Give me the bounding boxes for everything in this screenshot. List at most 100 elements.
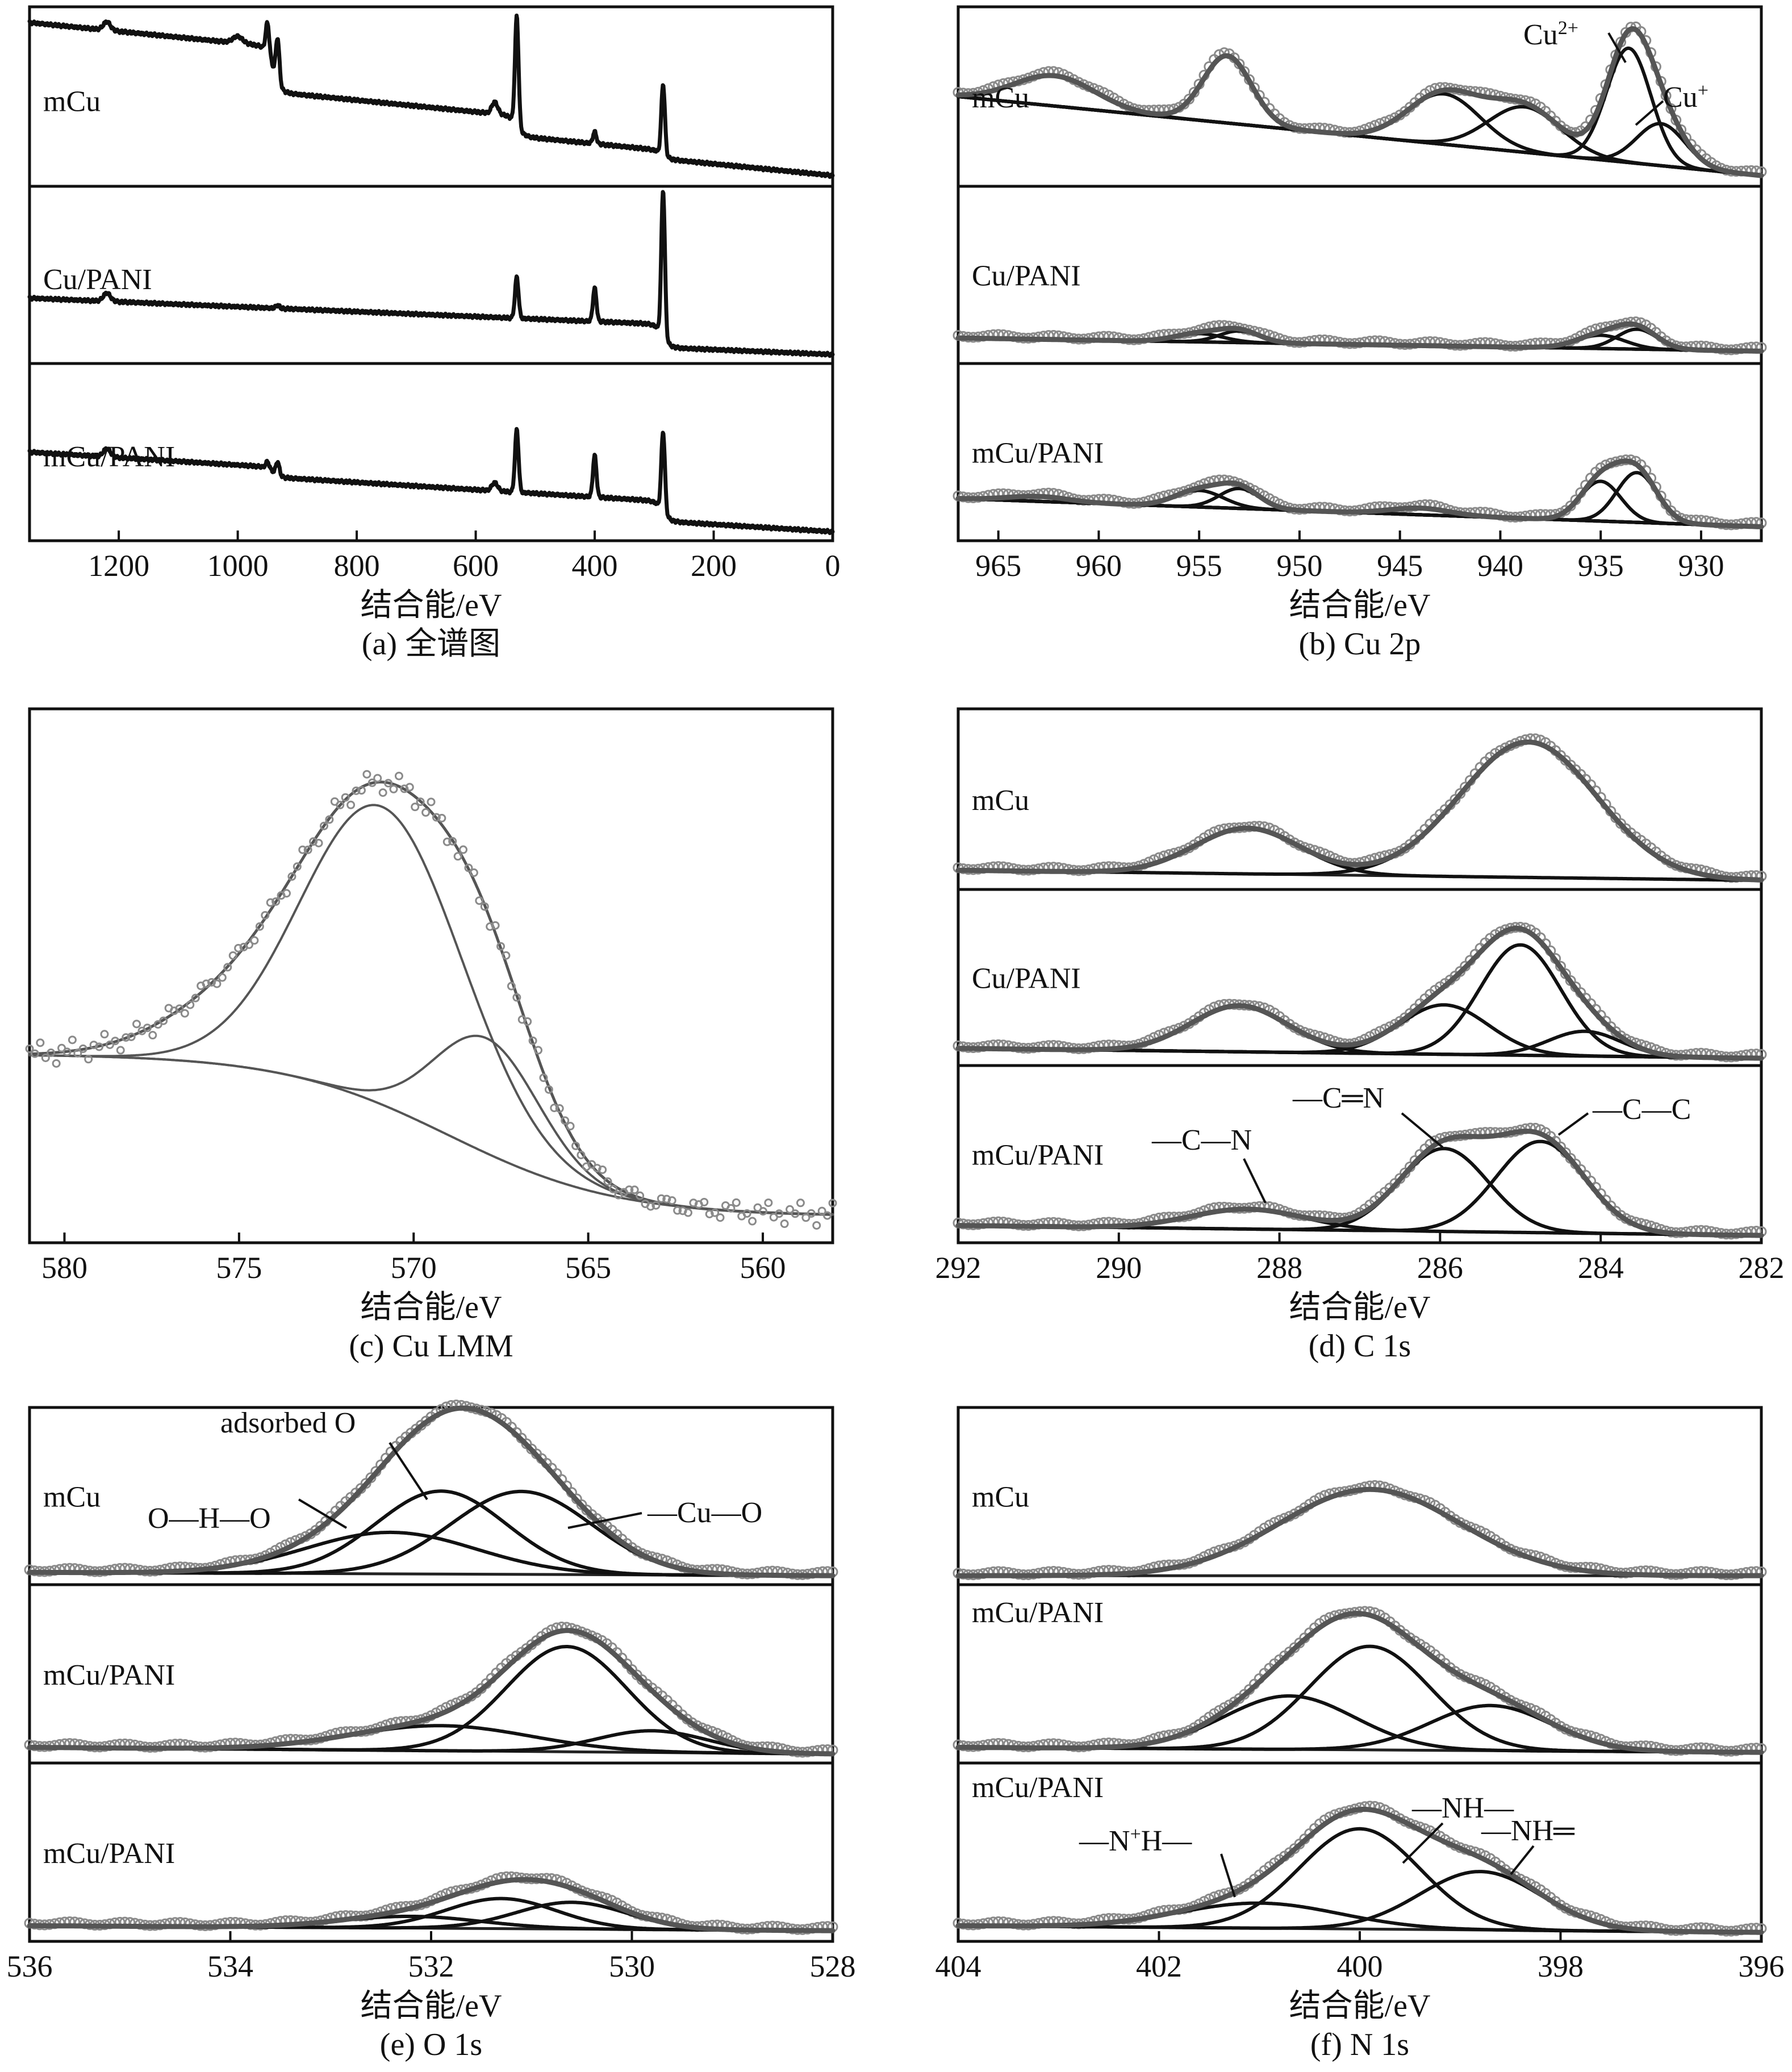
x-tick-label: 404 bbox=[935, 1949, 981, 1983]
data-point bbox=[791, 1209, 800, 1218]
data-point bbox=[111, 1037, 120, 1046]
data-point bbox=[352, 786, 361, 795]
data-point bbox=[544, 1085, 553, 1094]
x-tick-label: 1000 bbox=[207, 549, 269, 583]
x-axis-label: 结合能/eV bbox=[361, 1290, 502, 1325]
series-e-1 bbox=[24, 1622, 838, 1758]
annotation-leader bbox=[1220, 1853, 1236, 1898]
data-point bbox=[780, 1219, 789, 1229]
data-point bbox=[143, 1024, 152, 1033]
data-point bbox=[421, 808, 431, 817]
fit-envelope bbox=[27, 1628, 836, 1757]
data-point bbox=[202, 979, 211, 988]
panel-label: Cu/PANI bbox=[972, 260, 1081, 293]
data-point bbox=[577, 1150, 586, 1159]
panel-label: mCu/PANI bbox=[43, 1659, 175, 1691]
data-point bbox=[127, 1032, 136, 1041]
data-point bbox=[298, 845, 307, 854]
data-point bbox=[512, 993, 521, 1002]
data-point bbox=[716, 1213, 725, 1222]
data-point bbox=[758, 1207, 767, 1216]
fit-component bbox=[956, 95, 1763, 178]
fit-component bbox=[956, 1644, 1763, 1754]
data-point bbox=[817, 1206, 826, 1215]
background-line bbox=[28, 1054, 834, 1216]
data-point bbox=[303, 845, 312, 854]
plot-frame bbox=[28, 707, 834, 1244]
x-tick-label: 940 bbox=[1477, 549, 1523, 583]
series-a-1 bbox=[27, 190, 835, 358]
data-point bbox=[389, 784, 398, 793]
data-point bbox=[705, 1209, 714, 1218]
chart-a: 1200 1000 800 600 400 200 0 结合能/eV(a) 全谱图 mCu Cu/… bbox=[27, 5, 841, 662]
data-point bbox=[807, 1209, 816, 1218]
data-point bbox=[159, 1016, 168, 1025]
data-point bbox=[571, 1141, 580, 1150]
annotation-leader bbox=[1635, 100, 1664, 126]
chart-d: 292 290 288 286 284 282 结合能/eV (d) C 1s mCu Cu/PA… bbox=[935, 707, 1785, 1364]
data-point bbox=[367, 778, 377, 787]
figure-caption: (f) N 1s bbox=[1310, 2027, 1409, 2062]
x-tick-label: 600 bbox=[453, 549, 499, 583]
data-point bbox=[373, 774, 382, 783]
data-point bbox=[341, 793, 350, 802]
data-point bbox=[261, 910, 270, 920]
data-point bbox=[52, 1059, 61, 1068]
data-point bbox=[464, 863, 473, 872]
fit-component bbox=[956, 1488, 1763, 1578]
x-tick-label: 930 bbox=[1678, 549, 1724, 583]
data-point bbox=[175, 1004, 184, 1013]
data-point bbox=[801, 1213, 811, 1222]
data-point bbox=[228, 951, 237, 960]
survey-spectrum bbox=[27, 13, 835, 179]
data-point bbox=[191, 993, 200, 1002]
figure-caption: (e) O 1s bbox=[380, 2027, 482, 2062]
fit-envelope bbox=[955, 321, 1764, 354]
data-point bbox=[646, 1202, 655, 1211]
panel-label: mCu/PANI bbox=[972, 1139, 1104, 1172]
fit-component bbox=[956, 54, 1763, 178]
chart-e: 536 534 532 530 528 结合能/eV(e) O 1s mCu mCu/PANI… bbox=[7, 1400, 856, 2062]
data-point bbox=[812, 1221, 821, 1230]
peak-annotation: —NH═ bbox=[1481, 1815, 1575, 1847]
data-point bbox=[442, 837, 452, 846]
data-point bbox=[207, 977, 216, 987]
x-tick-label: 396 bbox=[1739, 1949, 1785, 1983]
panel-label: mCu/PANI bbox=[43, 441, 175, 473]
x-tick-label: 400 bbox=[572, 549, 618, 583]
data-point bbox=[528, 1036, 537, 1045]
data-point bbox=[357, 786, 366, 795]
peak-annotation: —Cu—O bbox=[647, 1497, 762, 1529]
data-point bbox=[78, 1044, 87, 1053]
data-point bbox=[823, 1211, 832, 1220]
panel-label: mCu/PANI bbox=[972, 437, 1104, 470]
fit-envelope bbox=[27, 1877, 836, 1933]
series-d-1 bbox=[953, 921, 1767, 1063]
peak-annotation: —C═N bbox=[1292, 1082, 1384, 1114]
data-point bbox=[555, 1104, 564, 1113]
data-point bbox=[132, 1020, 141, 1029]
x-tick-label: 945 bbox=[1377, 549, 1423, 583]
data-point bbox=[502, 951, 511, 960]
annotation-leader bbox=[1243, 1158, 1267, 1204]
x-tick-label: 528 bbox=[810, 1949, 856, 1983]
data-point bbox=[212, 979, 222, 988]
data-point bbox=[218, 973, 227, 982]
series-e-0 bbox=[24, 1400, 838, 1580]
data-point bbox=[636, 1191, 645, 1200]
x-tick-label: 536 bbox=[7, 1949, 53, 1983]
data-point bbox=[234, 943, 243, 953]
x-axis-label: 结合能/eV bbox=[361, 1989, 502, 2024]
data-point bbox=[30, 1049, 39, 1058]
data-point bbox=[453, 852, 462, 861]
data-point bbox=[416, 797, 425, 807]
data-point bbox=[36, 1038, 45, 1047]
x-tick-label: 290 bbox=[1096, 1251, 1142, 1285]
data-point bbox=[796, 1198, 805, 1208]
peak-annotation: adsorbed O bbox=[220, 1407, 356, 1439]
fit-envelope bbox=[28, 780, 834, 1216]
x-tick-label: 398 bbox=[1538, 1949, 1584, 1983]
x-tick-label: 282 bbox=[1739, 1251, 1785, 1285]
x-tick-label: 284 bbox=[1578, 1251, 1624, 1285]
